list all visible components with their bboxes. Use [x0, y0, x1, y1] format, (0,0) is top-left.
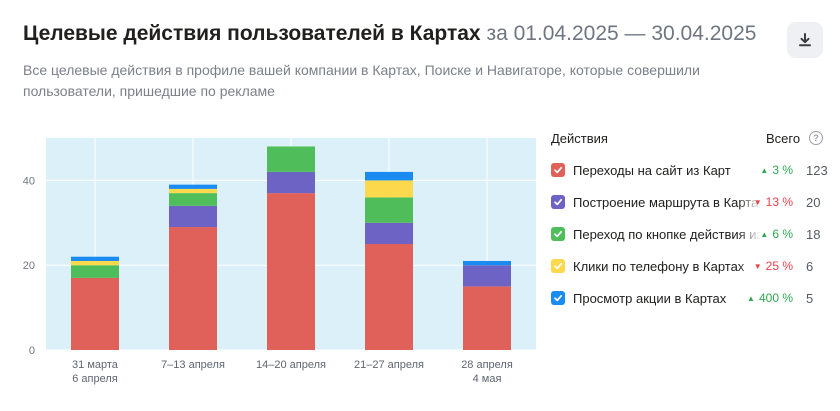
- checkbox-checked-icon[interactable]: [551, 163, 565, 177]
- bar-segment[interactable]: [365, 197, 413, 223]
- legend-item[interactable]: Переход по кнопке действия из Карт▲6 % 18: [551, 224, 831, 244]
- bar-segment[interactable]: [169, 184, 217, 189]
- bar-segment[interactable]: [463, 265, 511, 287]
- arrow-up-icon: ▲: [760, 165, 769, 175]
- chart-subtitle: Все целевые действия в профиле вашей ком…: [23, 62, 700, 99]
- legend-item-total: 6: [806, 258, 814, 274]
- legend-item-label: Переходы на сайт из Карт: [573, 162, 731, 178]
- chart-title: Целевые действия пользователей в Картах …: [23, 22, 756, 46]
- title-period: за 01.04.2025 — 30.04.2025: [486, 22, 757, 45]
- download-icon: [799, 33, 811, 47]
- bar-segment[interactable]: [71, 256, 119, 261]
- bar-segment[interactable]: [267, 193, 315, 350]
- bar-segment[interactable]: [365, 244, 413, 350]
- y-tick-label: 20: [23, 260, 35, 272]
- x-tick-label: 4 мая: [473, 373, 502, 385]
- x-tick-label: 28 апреля: [461, 359, 513, 371]
- checkbox-checked-icon[interactable]: [551, 259, 565, 273]
- legend-item[interactable]: Просмотр акции в Картах ▲ 400 % 5: [551, 288, 831, 308]
- legend-item-delta-value: 6 %: [772, 227, 793, 241]
- legend-item-label: Построение маршрута в Картах: [573, 194, 761, 210]
- legend-item-delta: ▼ 13 %: [754, 195, 793, 209]
- legend-item[interactable]: Клики по телефону в Картах ▼ 25 % 6: [551, 256, 831, 276]
- legend-item[interactable]: Переходы на сайт из Карт ▲ 3 % 123: [551, 160, 831, 180]
- legend: Действия Всего ? Переходы на сайт из Кар…: [551, 128, 831, 306]
- legend-item-delta-value: 25 %: [765, 259, 793, 273]
- legend-header-actions: Действия: [551, 130, 608, 146]
- bar-segment[interactable]: [71, 265, 119, 278]
- legend-item-total: 5: [806, 290, 814, 306]
- bar-segment[interactable]: [169, 188, 217, 194]
- bar-segment[interactable]: [169, 227, 217, 350]
- bar-segment[interactable]: [71, 260, 119, 266]
- legend-item-total: 123: [806, 162, 828, 178]
- bar-segment[interactable]: [463, 260, 511, 266]
- legend-item-delta: ▲ 3 %: [760, 163, 793, 177]
- bar-segment[interactable]: [365, 171, 413, 181]
- bar-segment[interactable]: [169, 205, 217, 228]
- arrow-up-icon: ▲: [747, 293, 755, 303]
- checkbox-checked-icon[interactable]: [551, 227, 565, 241]
- legend-item-label: Клики по телефону в Картах: [573, 258, 745, 274]
- legend-item-delta: ▲ 400 %: [747, 291, 793, 305]
- bar-segment[interactable]: [267, 146, 315, 172]
- arrow-down-icon: ▼: [753, 197, 762, 207]
- y-tick-label: 40: [23, 175, 35, 187]
- legend-item-label: Переход по кнопке действия из Карт: [573, 226, 761, 242]
- bar-segment[interactable]: [365, 222, 413, 244]
- x-tick-label: 21–27 апреля: [354, 359, 424, 371]
- legend-header-total: Всего: [766, 130, 801, 146]
- bar-segment[interactable]: [267, 171, 315, 194]
- legend-item-total: 18: [806, 226, 821, 242]
- bar-segment[interactable]: [463, 286, 511, 350]
- legend-item-delta: ▼ 25 %: [754, 259, 793, 273]
- legend-header: Действия Всего ?: [551, 128, 831, 148]
- arrow-down-icon: ▼: [753, 261, 762, 271]
- legend-item-total: 20: [806, 194, 821, 210]
- y-tick-label: 0: [29, 345, 35, 357]
- bar-segment[interactable]: [365, 180, 413, 198]
- legend-item[interactable]: Построение маршрута в Картах ▼ 13 % 20: [551, 192, 831, 212]
- x-tick-label: 6 апреля: [72, 373, 118, 385]
- legend-item-delta-value: 400 %: [758, 291, 793, 305]
- x-tick-label: 7–13 апреля: [161, 359, 225, 371]
- legend-item-delta-value: 13 %: [765, 195, 793, 209]
- title-text: Целевые действия пользователей в Картах: [23, 22, 481, 45]
- legend-item-delta-value: 3 %: [772, 163, 793, 177]
- arrow-up-icon: ▲: [760, 229, 769, 239]
- bar-segment[interactable]: [169, 193, 217, 206]
- bar-segment[interactable]: [71, 277, 119, 350]
- x-tick-label: 14–20 апреля: [256, 359, 326, 371]
- download-button[interactable]: [787, 22, 823, 58]
- legend-item-delta: ▲ 6 %: [760, 227, 793, 241]
- x-tick-label: 31 марта: [72, 359, 119, 371]
- help-icon[interactable]: ?: [809, 131, 823, 145]
- checkbox-checked-icon[interactable]: [551, 291, 565, 305]
- checkbox-checked-icon[interactable]: [551, 195, 565, 209]
- legend-item-label: Просмотр акции в Картах: [573, 290, 727, 306]
